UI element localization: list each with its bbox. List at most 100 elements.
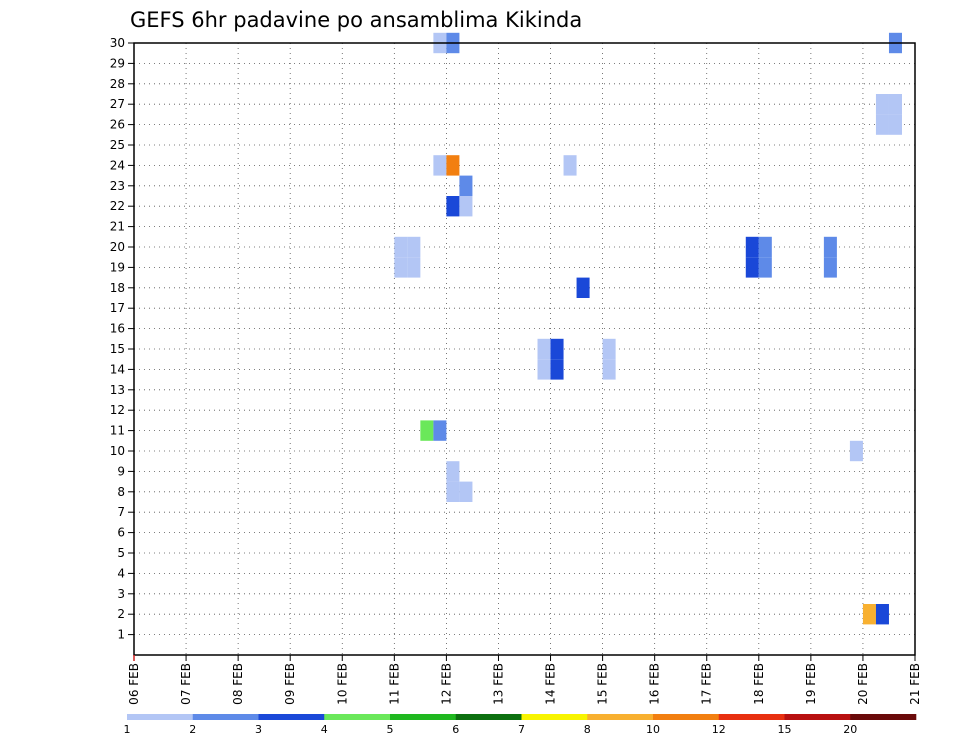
x-tick-label: 09 FEB: [283, 663, 297, 705]
y-tick-label: 4: [117, 566, 125, 580]
heatmap-cell: [823, 236, 837, 258]
colorbar-swatch: [324, 714, 391, 720]
heatmap-cell: [888, 94, 902, 115]
x-tick-label: 14 FEB: [544, 663, 558, 705]
x-tick-label: 11 FEB: [387, 663, 401, 705]
heatmap-cell: [875, 94, 889, 115]
x-tick-label: 10 FEB: [335, 663, 349, 705]
y-tick-label: 27: [110, 97, 125, 111]
heatmap-cell: [602, 359, 616, 380]
heatmap-cell: [602, 338, 616, 360]
x-tick-label: 07 FEB: [179, 663, 193, 705]
heatmap-cells: [394, 32, 902, 625]
colorbar-label: 12: [712, 723, 726, 736]
heatmap-cell: [459, 196, 473, 217]
grid-lines: [133, 42, 916, 655]
colorbar-label: 6: [452, 723, 459, 736]
x-tick-label: 13 FEB: [491, 663, 505, 705]
x-tick-label: 12 FEB: [439, 663, 453, 705]
y-tick-label: 5: [117, 546, 125, 560]
colorbar-label: 7: [518, 723, 525, 736]
heatmap-cell: [537, 359, 551, 380]
heatmap-cell: [459, 175, 473, 196]
colorbar-label: 8: [584, 723, 591, 736]
x-tick-label: 19 FEB: [804, 663, 818, 705]
heatmap-cell: [745, 257, 759, 278]
y-tick-label: 15: [110, 342, 125, 356]
y-tick-label: 9: [117, 464, 125, 478]
y-tick-label: 12: [110, 403, 125, 417]
heatmap-cell: [849, 440, 863, 462]
colorbar-swatch: [192, 714, 259, 720]
y-tick-label: 20: [110, 240, 125, 254]
heatmap-cell: [394, 257, 408, 278]
colorbar: 1 2 3 4 5 6 7 8 10 12 15 20: [124, 714, 917, 736]
x-tick-label: 15 FEB: [596, 663, 610, 705]
heatmap-cell: [407, 257, 421, 278]
y-tick-label: 16: [110, 322, 125, 336]
heatmap-cell: [745, 236, 759, 258]
colorbar-swatch: [653, 714, 720, 720]
heatmap-cell: [433, 155, 447, 176]
y-tick-label: 11: [110, 424, 125, 438]
x-axis: 06 FEB 07 FEB 08 FEB 09 FEB 10 FEB 11 FEB 12 F…: [127, 655, 922, 705]
y-tick-label: 26: [110, 118, 125, 132]
y-tick-label: 2: [117, 607, 125, 621]
heatmap-cell: [394, 236, 408, 258]
colorbar-swatch: [127, 714, 194, 720]
colorbar-label: 2: [189, 723, 196, 736]
heatmap-cell: [758, 257, 772, 278]
y-tick-label: 30: [110, 36, 125, 50]
x-tick-label: 08 FEB: [231, 663, 245, 705]
y-tick-label: 24: [110, 158, 125, 172]
colorbar-label: 5: [387, 723, 394, 736]
y-tick-label: 28: [110, 77, 125, 91]
colorbar-swatch: [784, 714, 851, 720]
heatmap-cell: [888, 114, 902, 135]
heatmap-cell: [576, 277, 590, 298]
colorbar-label: 20: [843, 723, 857, 736]
heatmap-cell: [420, 420, 434, 441]
colorbar-label: 4: [321, 723, 328, 736]
colorbar-swatch: [587, 714, 654, 720]
heatmap-cell: [459, 481, 473, 502]
colorbar-swatch: [718, 714, 785, 720]
y-tick-label: 13: [110, 383, 125, 397]
y-tick-label: 29: [110, 56, 125, 70]
y-tick-label: 21: [110, 220, 125, 234]
y-tick-label: 10: [110, 444, 125, 458]
heatmap-cell: [875, 114, 889, 135]
x-tick-label: 18 FEB: [752, 663, 766, 705]
x-tick-label: 06 FEB: [127, 663, 141, 705]
heatmap-cell: [758, 236, 772, 258]
y-tick-label: 1: [117, 628, 125, 642]
heatmap-cell: [433, 420, 447, 441]
colorbar-swatch: [850, 714, 917, 720]
heatmap-cell: [446, 461, 460, 482]
heatmap-cell: [446, 155, 460, 176]
colorbar-label: 15: [778, 723, 792, 736]
heatmap-cell: [823, 257, 837, 278]
colorbar-label: 3: [255, 723, 262, 736]
colorbar-label: 1: [124, 723, 131, 736]
x-tick-label: 17 FEB: [700, 663, 714, 705]
heatmap-cell: [446, 481, 460, 502]
colorbar-swatch: [455, 714, 522, 720]
y-tick-label: 19: [110, 260, 125, 274]
x-tick-label: 20 FEB: [856, 663, 870, 705]
heatmap-cell: [407, 236, 421, 258]
x-tick-label: 16 FEB: [648, 663, 662, 705]
heatmap-cell: [862, 604, 876, 625]
y-tick-label: 14: [110, 362, 125, 376]
y-tick-label: 7: [117, 505, 125, 519]
heatmap-cell: [537, 338, 551, 360]
y-tick-label: 18: [110, 281, 125, 295]
y-tick-label: 17: [110, 301, 125, 315]
y-tick-label: 6: [117, 526, 125, 540]
heatmap-cell: [563, 155, 577, 176]
heatmap-cell: [550, 338, 564, 360]
colorbar-swatch: [521, 714, 588, 720]
colorbar-swatch: [258, 714, 325, 720]
